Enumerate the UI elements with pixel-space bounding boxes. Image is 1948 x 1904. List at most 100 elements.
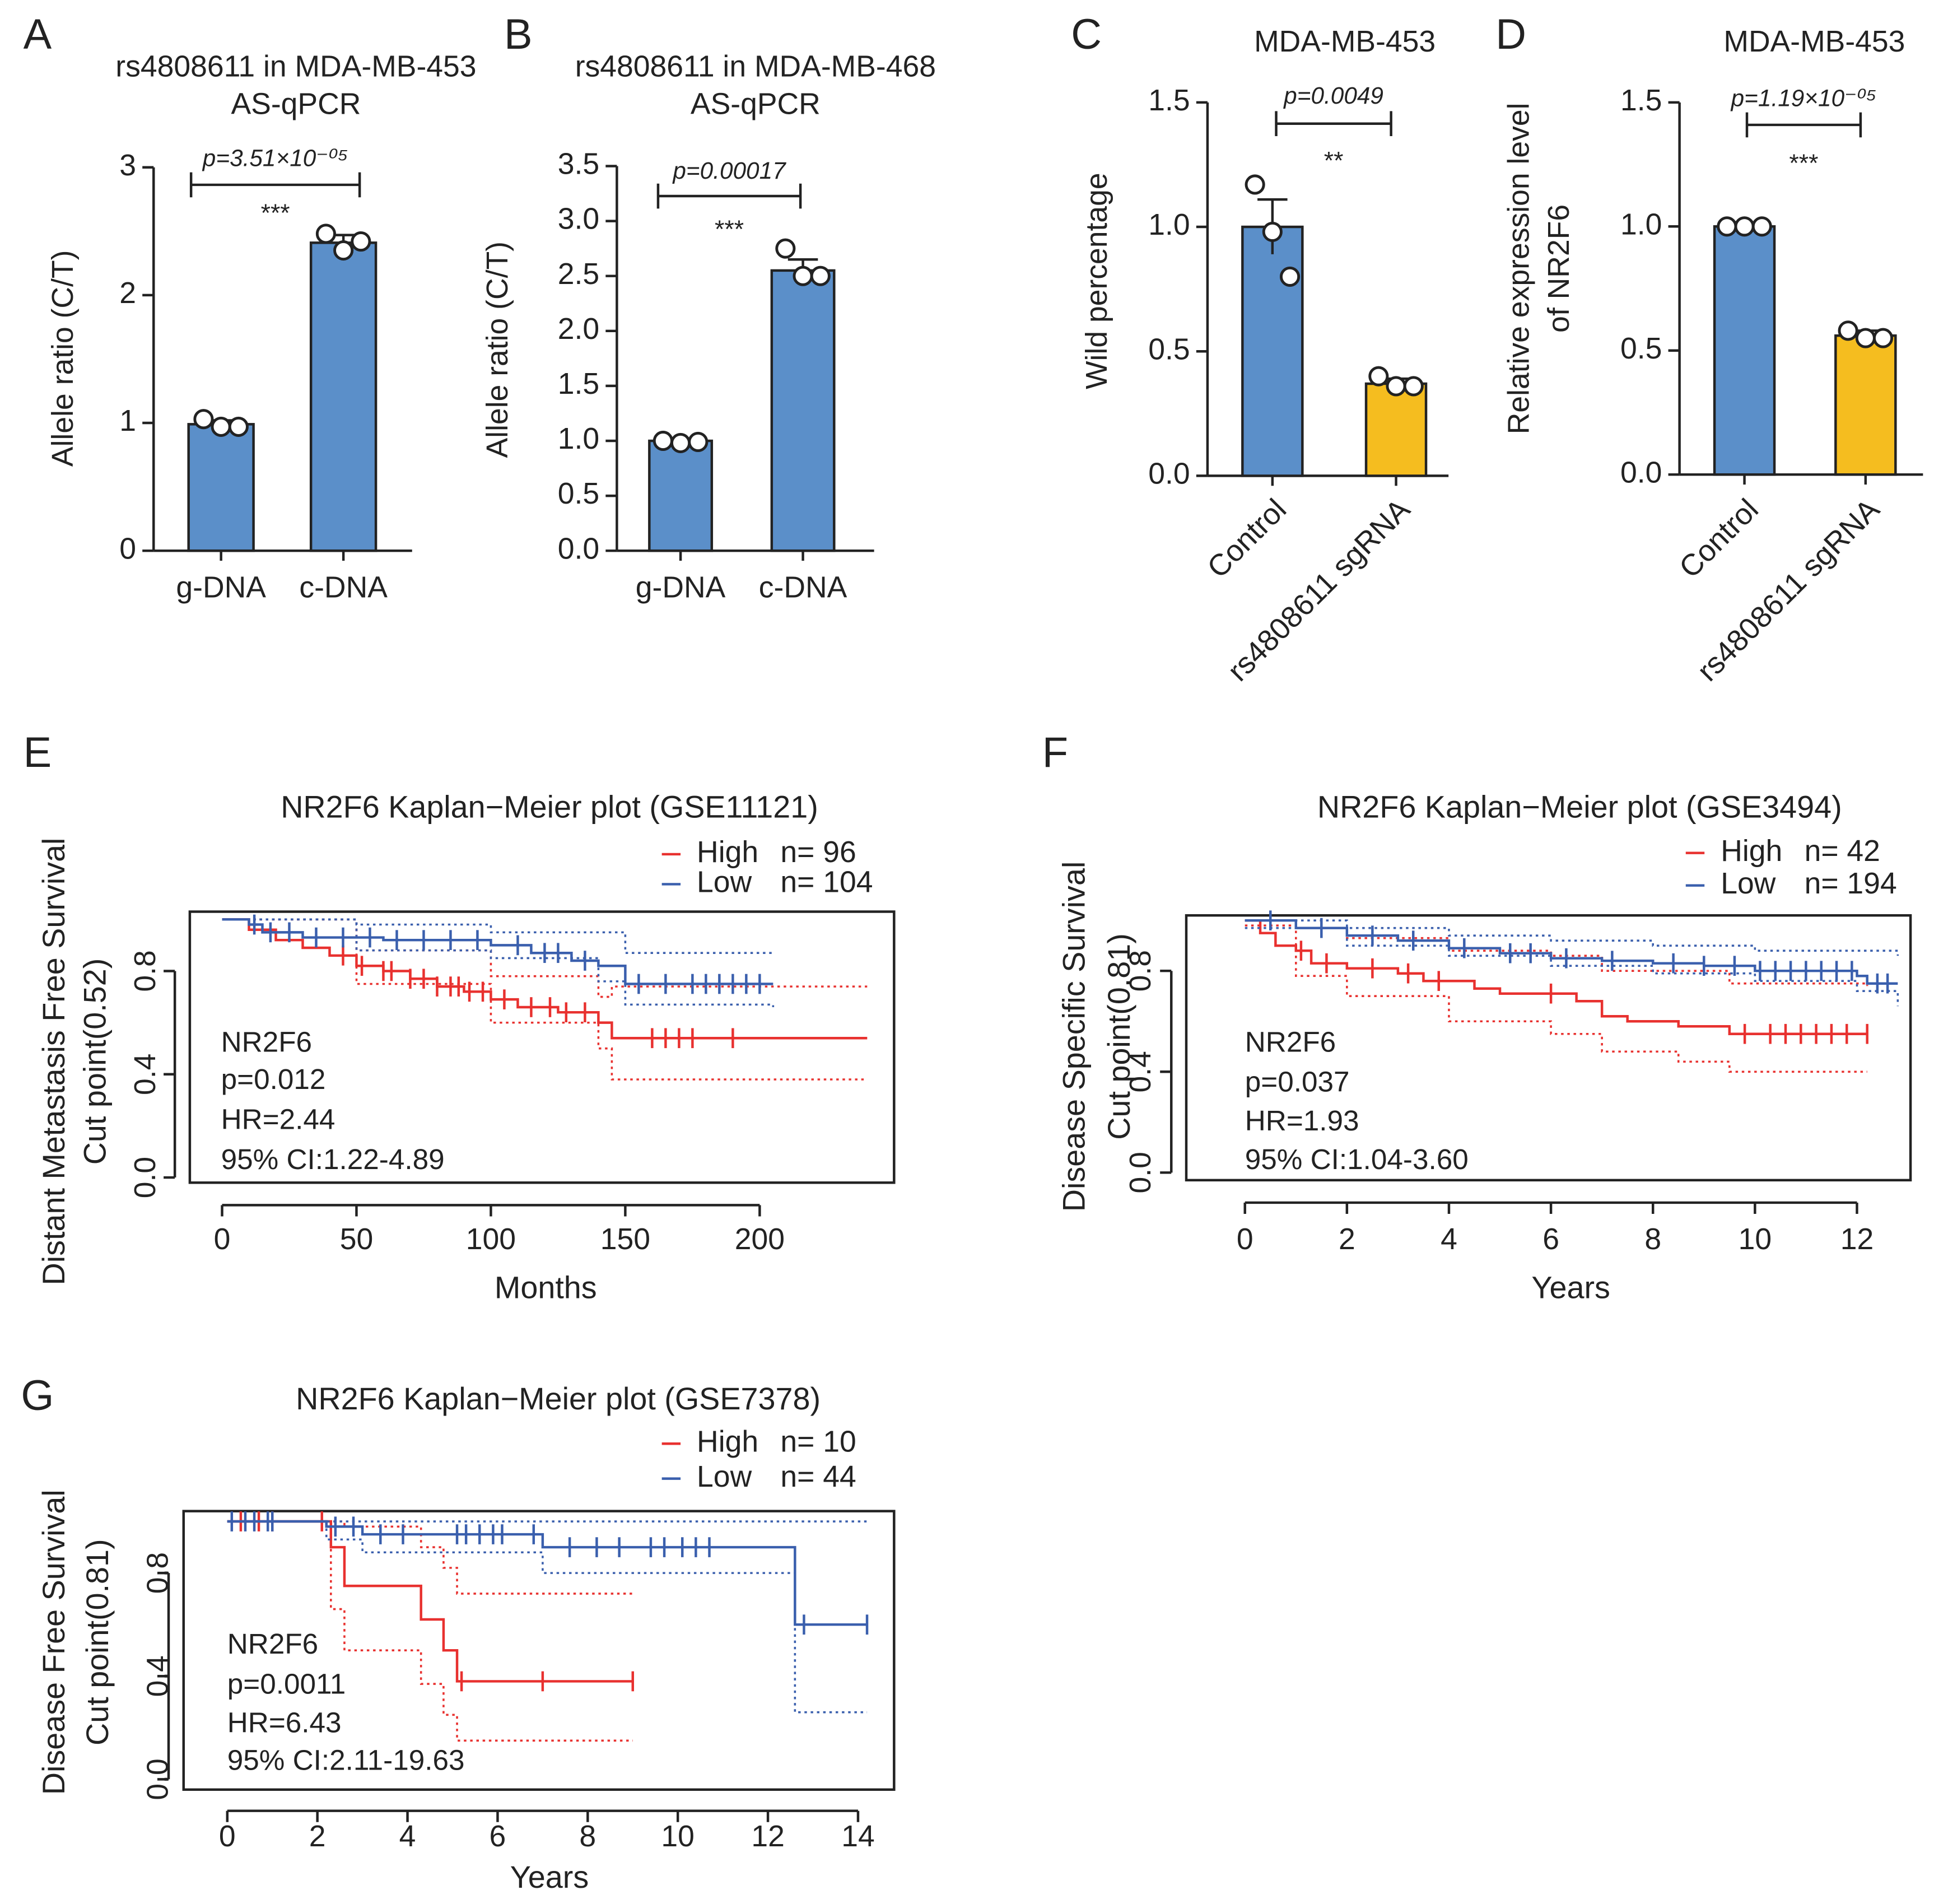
annotation: 95% CI:2.11-19.63 (227, 1744, 465, 1776)
data-point (1751, 216, 1772, 237)
y-tick-label: 1.5 (558, 367, 599, 401)
bar (1834, 334, 1897, 476)
y-tick-label: 0.4 (142, 1655, 175, 1697)
survival-curve (222, 918, 773, 985)
significance-stars: *** (1789, 150, 1818, 177)
y-tick-label: 0.0 (142, 1758, 175, 1800)
plot-frame (1185, 914, 1912, 1182)
significance-bracket (1745, 112, 1862, 138)
significance-stars: *** (261, 199, 290, 227)
y-axis-label: Disease Specific Survival (1057, 862, 1092, 1212)
data-point (333, 240, 354, 261)
data-point (793, 266, 813, 286)
annotation: HR=1.93 (1245, 1105, 1359, 1137)
confidence-band (1245, 919, 1899, 956)
confidence-band (227, 1520, 868, 1714)
y-tick-label: 0.8 (142, 1552, 175, 1594)
legend-label: Low (1721, 867, 1776, 900)
y-tick-label: 0.0 (1148, 458, 1190, 491)
data-point (1262, 221, 1283, 242)
annotation: NR2F6 (1245, 1026, 1336, 1058)
y-axis-label: Cut point(0.52) (78, 958, 113, 1165)
x-tick-label: 0 (219, 1820, 236, 1853)
x-tick-label: 10 (1739, 1223, 1772, 1256)
annotation: p=0.037 (1245, 1066, 1350, 1098)
x-tick-label: 12 (751, 1820, 785, 1853)
x-axis-label: Months (495, 1270, 597, 1305)
y-tick-label: 0.4 (1124, 1051, 1157, 1092)
chart-title: rs4808611 in MDA-MB-453 (115, 50, 476, 83)
x-tick-label: c-DNA (299, 571, 388, 604)
data-point (228, 416, 249, 437)
legend-label: High (1721, 835, 1782, 868)
annotation: p=0.012 (221, 1063, 326, 1095)
annotation: 95% CI:1.04-3.60 (1245, 1143, 1469, 1175)
data-point (1403, 376, 1424, 397)
annotation: NR2F6 (227, 1628, 318, 1660)
data-point (688, 431, 709, 453)
panel-letter: A (24, 11, 52, 58)
y-tick-label: 0.0 (129, 1157, 162, 1198)
legend-label: High (697, 1425, 758, 1458)
data-point (1734, 216, 1755, 237)
y-axis-label: Disease Free Survival (36, 1489, 71, 1795)
panel-letter: D (1495, 11, 1526, 58)
y-axis-label: Cut point(0.81) (1102, 933, 1136, 1140)
legend-count: n= 10 (780, 1425, 856, 1458)
x-tick-label: 4 (1441, 1223, 1457, 1256)
y-tick-label: 1.5 (1620, 84, 1662, 117)
y-axis-label: Allele ratio (C/T) (481, 241, 514, 458)
legend-label: Low (697, 866, 752, 899)
x-tick-label: 100 (466, 1223, 516, 1256)
survival-curve (1245, 919, 1867, 1035)
confidence-band (1245, 924, 1867, 1073)
chart-title: NR2F6 Kaplan−Meier plot (GSE11121) (281, 789, 818, 824)
annotation: 95% CI:1.22-4.89 (221, 1143, 445, 1175)
confidence-band (222, 918, 775, 1007)
y-tick-label: 3.5 (558, 148, 599, 181)
x-tick-label: 50 (340, 1223, 374, 1256)
y-tick-label: 0 (119, 532, 136, 565)
data-point (1245, 174, 1265, 195)
data-point (775, 238, 796, 259)
bar (1713, 225, 1776, 476)
annotation: p=0.0011 (227, 1668, 346, 1700)
chart-title: MDA-MB-453 (1254, 25, 1436, 58)
significance-bracket (1275, 111, 1392, 137)
chart-title: NR2F6 Kaplan−Meier plot (GSE3494) (1317, 789, 1842, 824)
data-point (653, 430, 673, 451)
bar (309, 241, 378, 552)
legend-count: n= 44 (780, 1460, 856, 1493)
data-point (1717, 216, 1737, 237)
p-value: p=0.0049 (1283, 82, 1383, 109)
y-tick-label: 0.0 (1124, 1152, 1157, 1193)
x-axis-label: Years (510, 1860, 589, 1894)
y-tick-label: 1 (119, 404, 136, 437)
p-value: p=3.51×10⁻⁰⁵ (202, 145, 348, 171)
x-tick-label: g-DNA (176, 571, 266, 604)
y-axis-label: Cut point(0.81) (80, 1539, 115, 1745)
x-tick-label: 4 (399, 1820, 416, 1853)
panel-letter: B (504, 11, 533, 58)
chart-subtitle: AS-qPCR (231, 88, 361, 121)
data-point (1872, 328, 1894, 348)
y-axis-label: of NR2F6 (1542, 204, 1576, 333)
legend-count: n= 194 (1805, 867, 1897, 900)
data-point (211, 416, 231, 437)
data-point (1838, 320, 1858, 341)
y-tick-label: 2.0 (558, 313, 599, 346)
x-tick-label: 2 (1339, 1223, 1355, 1256)
y-tick-label: 0.0 (1620, 456, 1662, 489)
data-point (1279, 266, 1301, 287)
data-point (1368, 366, 1389, 387)
data-point (1386, 376, 1406, 397)
panel-letter: E (24, 729, 52, 776)
y-tick-label: 0.8 (129, 950, 162, 991)
confidence-band (227, 1520, 633, 1742)
x-tick-label: 150 (600, 1223, 650, 1256)
x-axis-label: Years (1531, 1270, 1610, 1305)
x-tick-label: c-DNA (759, 571, 847, 604)
x-tick-label: 12 (1840, 1223, 1874, 1256)
significance-stars: *** (715, 216, 744, 243)
